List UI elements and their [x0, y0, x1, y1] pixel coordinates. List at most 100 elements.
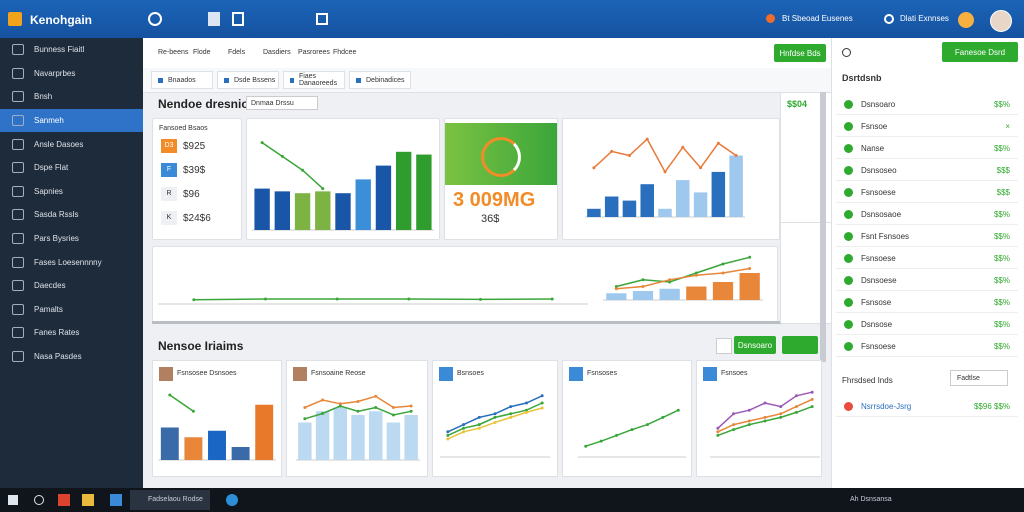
kpi-row: R $96	[161, 187, 200, 201]
search-button[interactable]	[34, 495, 44, 505]
panel-select[interactable]: Fadtlse	[950, 370, 1008, 386]
sidebar-item[interactable]: Fanes Rates	[0, 321, 143, 345]
menu-item[interactable]: Fdels	[228, 49, 246, 56]
nav-icon[interactable]	[316, 13, 328, 25]
menu-item[interactable]: Dasdiers	[263, 49, 291, 56]
sidebar-label: Pamalts	[34, 304, 63, 314]
panel-row[interactable]: Nanse $$%	[836, 138, 1018, 159]
taskbar-app[interactable]	[82, 494, 94, 506]
sidebar-icon	[12, 327, 24, 339]
row-dot	[844, 209, 853, 219]
sidebar-item[interactable]: Pamalts	[0, 298, 143, 322]
panel-row[interactable]: Dsnsoese $$%	[836, 270, 1018, 291]
icon-button[interactable]	[716, 338, 732, 354]
notify-icon[interactable]	[766, 14, 775, 23]
scrollbar[interactable]	[820, 92, 826, 362]
nav-icon[interactable]	[232, 12, 244, 26]
tab-label: Fiaes Danaoreeds	[298, 73, 338, 87]
sidebar-icon	[12, 303, 24, 315]
row-dot	[844, 231, 853, 241]
row-value: $$$	[996, 187, 1010, 197]
panel-row[interactable]: Fsnsoese $$$	[836, 182, 1018, 203]
row-value: ×	[1005, 121, 1010, 131]
icon-button[interactable]	[782, 336, 818, 354]
wide-chart-card	[152, 246, 778, 324]
row-label: Fsnsose	[861, 297, 892, 307]
row-label: Dsnsoaro	[861, 99, 896, 109]
tab[interactable]: Bnaados	[151, 71, 213, 89]
top-action[interactable]: Bt Sbeoad Eusenes	[782, 14, 853, 23]
kpi-value: $39$	[183, 164, 206, 176]
tab-label: Bnaados	[168, 76, 196, 84]
nav-icon[interactable]	[148, 12, 162, 26]
menu-item[interactable]: Flode	[193, 49, 211, 56]
sidebar-item[interactable]: Fases Loesennnny	[0, 250, 143, 274]
panel-row[interactable]: Fsnsoe ×	[836, 116, 1018, 137]
sidebar-item[interactable]: Nasa Pasdes	[0, 345, 143, 369]
row-label: Dsnsoseo	[861, 165, 897, 175]
sidebar-item[interactable]: Bunness Fiaitl	[0, 38, 143, 62]
sidebar-item[interactable]: Dspe Flat	[0, 156, 143, 180]
card-title: Fsnsoaine Reose	[311, 370, 366, 377]
taskbar-app-label: Fadselaou Rodse	[148, 496, 203, 503]
menu-item[interactable]: Pasrorees	[298, 49, 330, 56]
sidebar-item[interactable]: Pars Bysries	[0, 227, 143, 251]
tab-label: Dsde Bssens	[234, 76, 276, 84]
stat-value: $$04	[787, 99, 808, 109]
menu-item[interactable]: Re-beens	[158, 49, 189, 56]
card-title: Fsnsosee Dsnsoes	[177, 370, 237, 377]
filter-select[interactable]: Dnmaa Drssu	[246, 96, 318, 110]
tab[interactable]: Fiaes Danaoreeds	[283, 71, 345, 89]
action-button[interactable]: Dsnsoaro	[734, 336, 776, 354]
kpi-value: $96	[183, 188, 200, 200]
start-button[interactable]	[8, 495, 18, 505]
sidebar-item[interactable]: Bnsh	[0, 85, 143, 109]
sidebar-label: Sapnies	[34, 186, 63, 196]
panel-row[interactable]: Fsnsoese $$%	[836, 248, 1018, 269]
sidebar-icon	[12, 209, 24, 221]
taskbar-app[interactable]	[110, 494, 122, 506]
kpi-tag: D3	[161, 139, 177, 153]
avatar[interactable]	[958, 12, 974, 28]
sidebar-item[interactable]: Sapnies	[0, 180, 143, 204]
row-dot	[844, 253, 853, 263]
taskbar-app[interactable]	[130, 490, 210, 510]
chart-card	[246, 118, 440, 240]
row-label: Fsnsoese	[861, 187, 896, 197]
menu-button[interactable]: Hnfdse Bds	[774, 44, 826, 62]
sidebar-item[interactable]: Sasda Rssls	[0, 203, 143, 227]
panel-row[interactable]: Nsrrsdoe-Jsrg $$96 $$%	[836, 396, 1018, 417]
sidebar-item[interactable]: Daecdes	[0, 274, 143, 298]
scrollbar[interactable]	[152, 321, 820, 324]
sidebar-icon	[12, 138, 24, 150]
panel-row[interactable]: Dsnsoaro $$%	[836, 94, 1018, 115]
row-value: $$96 $$%	[973, 401, 1010, 411]
sidebar-item[interactable]: Ansle Dasoes	[0, 132, 143, 156]
row-label: Fsnsoe	[861, 121, 888, 131]
panel-row[interactable]: Fsnt Fsnsoes $$%	[836, 226, 1018, 247]
sidebar-item[interactable]: Sanmeh	[0, 108, 143, 133]
sidebar-label: Navarprbes	[34, 68, 76, 78]
taskbar-app[interactable]	[226, 494, 238, 506]
panel-row[interactable]: Dsnsose $$%	[836, 314, 1018, 335]
avatar[interactable]	[990, 10, 1012, 32]
taskbar: Fadselaou Rodse Ah Dsnsansa	[0, 488, 1024, 512]
row-value: $$%	[993, 319, 1010, 329]
panel-row[interactable]: Dsnsoseo $$$	[836, 160, 1018, 181]
nav-icon[interactable]	[208, 12, 220, 26]
top-action[interactable]: Dlati Exnnses	[900, 14, 949, 23]
panel-row[interactable]: Dsnsosaoe $$%	[836, 204, 1018, 225]
panel-button[interactable]: Fanesoe Dsrd	[942, 42, 1018, 62]
panel-row[interactable]: Fsnsose $$%	[836, 292, 1018, 313]
panel-subtitle: Fhrsdsed Inds	[842, 376, 893, 385]
menu-item[interactable]: Fhdcee	[333, 49, 357, 56]
user-icon[interactable]	[884, 14, 894, 24]
tab[interactable]: Dsde Bssens	[217, 71, 279, 89]
gauge-ring	[481, 137, 521, 177]
sidebar-label: Ansle Dasoes	[34, 139, 84, 149]
panel-icon	[842, 48, 851, 57]
sidebar-item[interactable]: Navarprbes	[0, 62, 143, 86]
panel-row[interactable]: Fsnsoese $$%	[836, 336, 1018, 357]
taskbar-app[interactable]	[58, 494, 70, 506]
tab[interactable]: Debinadices	[349, 71, 411, 89]
